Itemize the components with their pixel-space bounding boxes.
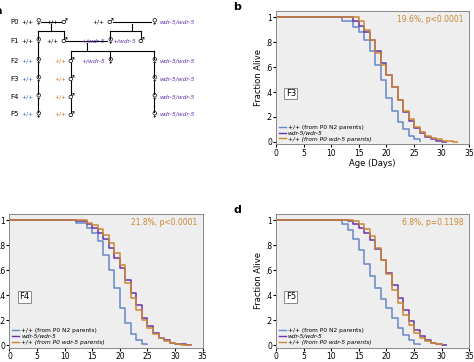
Y-axis label: Fraction Alive: Fraction Alive xyxy=(254,252,263,309)
Legend: +/+ (from P0 N2 parents), wdr-5/wdr-5, +/+ (from P0 wdr-5 parents): +/+ (from P0 N2 parents), wdr-5/wdr-5, +… xyxy=(279,328,371,345)
Text: wdr-5/wdr-5: wdr-5/wdr-5 xyxy=(159,76,195,81)
Legend: +/+ (from P0 N2 parents), wdr-5/wdr-5, +/+ (from P0 wdr-5 parents): +/+ (from P0 N2 parents), wdr-5/wdr-5, +… xyxy=(279,125,371,142)
Text: 19.6%, p<0.0001: 19.6%, p<0.0001 xyxy=(397,15,464,24)
Text: ♂: ♂ xyxy=(68,92,75,101)
Text: +/+: +/+ xyxy=(21,38,34,43)
Text: F3: F3 xyxy=(10,76,19,82)
Text: ♀: ♀ xyxy=(36,56,41,66)
Text: ♀: ♀ xyxy=(36,74,41,83)
Text: ♀: ♀ xyxy=(152,110,157,119)
Legend: +/+ (from P0 N2 parents), wdr-5/wdr-5, +/+ (from P0 wdr-5 parents): +/+ (from P0 N2 parents), wdr-5/wdr-5, +… xyxy=(12,328,105,345)
Text: ♀: ♀ xyxy=(152,92,157,101)
Text: wdr-5/wdr-5: wdr-5/wdr-5 xyxy=(159,58,195,63)
Text: 6.8%, p=0.1198: 6.8%, p=0.1198 xyxy=(402,218,464,227)
X-axis label: Age (Days): Age (Days) xyxy=(349,159,396,168)
Text: +/+: +/+ xyxy=(54,94,66,99)
Text: +/wdr-5: +/wdr-5 xyxy=(112,38,136,43)
Text: +/+: +/+ xyxy=(21,76,34,81)
Text: F3: F3 xyxy=(286,89,296,98)
Text: ♀: ♀ xyxy=(107,56,113,66)
Text: ♀: ♀ xyxy=(36,37,41,45)
Text: F2: F2 xyxy=(10,58,19,64)
Text: ♂: ♂ xyxy=(60,17,67,26)
Y-axis label: Fraction Alive: Fraction Alive xyxy=(254,49,263,106)
Text: d: d xyxy=(234,205,241,215)
Text: ♀: ♀ xyxy=(107,37,113,45)
Text: F5: F5 xyxy=(286,292,296,301)
Text: ♀: ♀ xyxy=(36,92,41,101)
Text: a: a xyxy=(0,5,1,16)
Text: ♀: ♀ xyxy=(152,56,157,66)
Text: +/wdr-5: +/wdr-5 xyxy=(82,38,105,43)
Text: 21.8%, p<0.0001: 21.8%, p<0.0001 xyxy=(131,218,197,227)
Text: ♂: ♂ xyxy=(68,110,75,119)
Text: +/wdr-5: +/wdr-5 xyxy=(82,58,105,63)
Text: F4: F4 xyxy=(19,292,29,301)
Text: wdr-5/wdr-5: wdr-5/wdr-5 xyxy=(159,112,195,117)
Text: F1: F1 xyxy=(10,38,19,44)
Text: +/+: +/+ xyxy=(21,58,34,63)
Text: ♀: ♀ xyxy=(36,110,41,119)
Text: +/+: +/+ xyxy=(54,112,66,117)
Text: +/+: +/+ xyxy=(54,58,66,63)
Text: +/+: +/+ xyxy=(21,112,34,117)
Text: ♂: ♂ xyxy=(68,74,75,83)
Text: +/+: +/+ xyxy=(21,94,34,99)
Text: b: b xyxy=(234,1,241,12)
Text: +/+: +/+ xyxy=(21,20,34,25)
Text: +/+: +/+ xyxy=(54,76,66,81)
Text: ♀: ♀ xyxy=(152,17,157,26)
Text: +/+: +/+ xyxy=(46,20,59,25)
Text: ♂: ♂ xyxy=(68,56,75,66)
Text: wdr-5/wdr-5: wdr-5/wdr-5 xyxy=(159,20,195,25)
Text: F5: F5 xyxy=(10,111,19,117)
Text: ♀: ♀ xyxy=(36,17,41,26)
Text: +/+: +/+ xyxy=(46,38,59,43)
Text: P0: P0 xyxy=(10,19,19,25)
Text: ♂: ♂ xyxy=(60,37,67,45)
Text: ♀: ♀ xyxy=(152,74,157,83)
Text: +/+: +/+ xyxy=(93,20,105,25)
Text: ♂: ♂ xyxy=(137,37,144,45)
Text: F4: F4 xyxy=(10,94,19,100)
Text: ♂: ♂ xyxy=(107,17,113,26)
Text: wdr-5/wdr-5: wdr-5/wdr-5 xyxy=(159,94,195,99)
